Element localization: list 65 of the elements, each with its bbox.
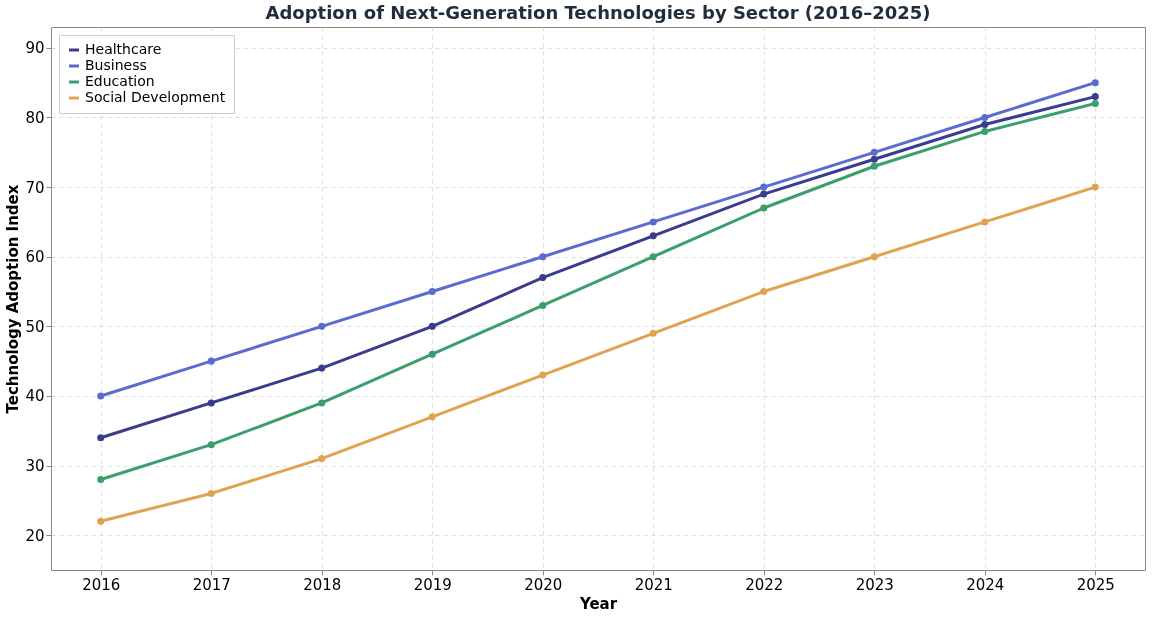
point bbox=[649, 253, 657, 261]
point bbox=[1091, 93, 1099, 101]
x-tick-label: 2020 bbox=[524, 575, 563, 594]
point bbox=[97, 434, 105, 442]
y-axis-title: Technology Adoption Index bbox=[4, 184, 23, 414]
point bbox=[428, 350, 436, 358]
point bbox=[981, 218, 989, 226]
point bbox=[981, 120, 989, 128]
y-tick-label: 70 bbox=[25, 178, 45, 197]
y-tick-label: 30 bbox=[25, 457, 45, 476]
point bbox=[539, 274, 547, 282]
point bbox=[97, 475, 105, 484]
point bbox=[760, 204, 768, 212]
point bbox=[1091, 183, 1099, 191]
point bbox=[870, 253, 878, 261]
point bbox=[207, 489, 215, 497]
point bbox=[870, 155, 878, 163]
x-tick-label: 2021 bbox=[634, 575, 673, 594]
x-tick-label: 2017 bbox=[192, 575, 231, 594]
x-tick-label: 2023 bbox=[855, 575, 894, 594]
x-tick-label: 2016 bbox=[82, 575, 121, 594]
point bbox=[760, 183, 768, 191]
point bbox=[1091, 79, 1099, 87]
y-tick-label: 80 bbox=[25, 109, 45, 127]
y-tick-label: 60 bbox=[25, 248, 45, 267]
x-tick-label: 2022 bbox=[745, 575, 784, 594]
y-tick-label: 50 bbox=[25, 317, 45, 336]
point bbox=[760, 288, 768, 296]
x-tick-label: 2024 bbox=[966, 575, 1005, 594]
legend-label: Business bbox=[85, 57, 147, 73]
point bbox=[539, 371, 547, 379]
point bbox=[318, 364, 326, 372]
point bbox=[428, 413, 436, 421]
point bbox=[97, 392, 105, 400]
point bbox=[649, 329, 657, 337]
chart-title: Adoption of Next-Generation Technologies by Sector (2016–2025) bbox=[265, 2, 931, 23]
y-tick-label: 90 bbox=[25, 39, 45, 58]
point bbox=[649, 232, 657, 240]
legend-label: Education bbox=[85, 73, 155, 89]
x-tick-label: 2025 bbox=[1076, 575, 1115, 594]
point bbox=[539, 253, 547, 261]
y-tick-label: 40 bbox=[25, 387, 45, 406]
point bbox=[318, 455, 326, 463]
point bbox=[1091, 100, 1099, 108]
point bbox=[760, 190, 768, 198]
point bbox=[97, 517, 105, 525]
legend-label: Healthcare bbox=[85, 41, 162, 57]
point bbox=[428, 288, 436, 296]
point bbox=[428, 322, 436, 330]
x-axis-title: Year bbox=[578, 594, 618, 613]
y-tick-label: 20 bbox=[25, 526, 45, 545]
point bbox=[318, 322, 326, 330]
point bbox=[539, 301, 547, 309]
point bbox=[649, 218, 657, 226]
point bbox=[870, 162, 878, 170]
x-tick-label: 2018 bbox=[303, 575, 342, 594]
point bbox=[207, 441, 215, 449]
point bbox=[981, 113, 989, 122]
x-tick-label: 2019 bbox=[413, 575, 452, 594]
point bbox=[207, 399, 215, 407]
point bbox=[318, 399, 326, 407]
point bbox=[207, 357, 215, 365]
point bbox=[870, 148, 878, 156]
point bbox=[981, 127, 989, 135]
legend-label: Social Development bbox=[85, 89, 226, 105]
